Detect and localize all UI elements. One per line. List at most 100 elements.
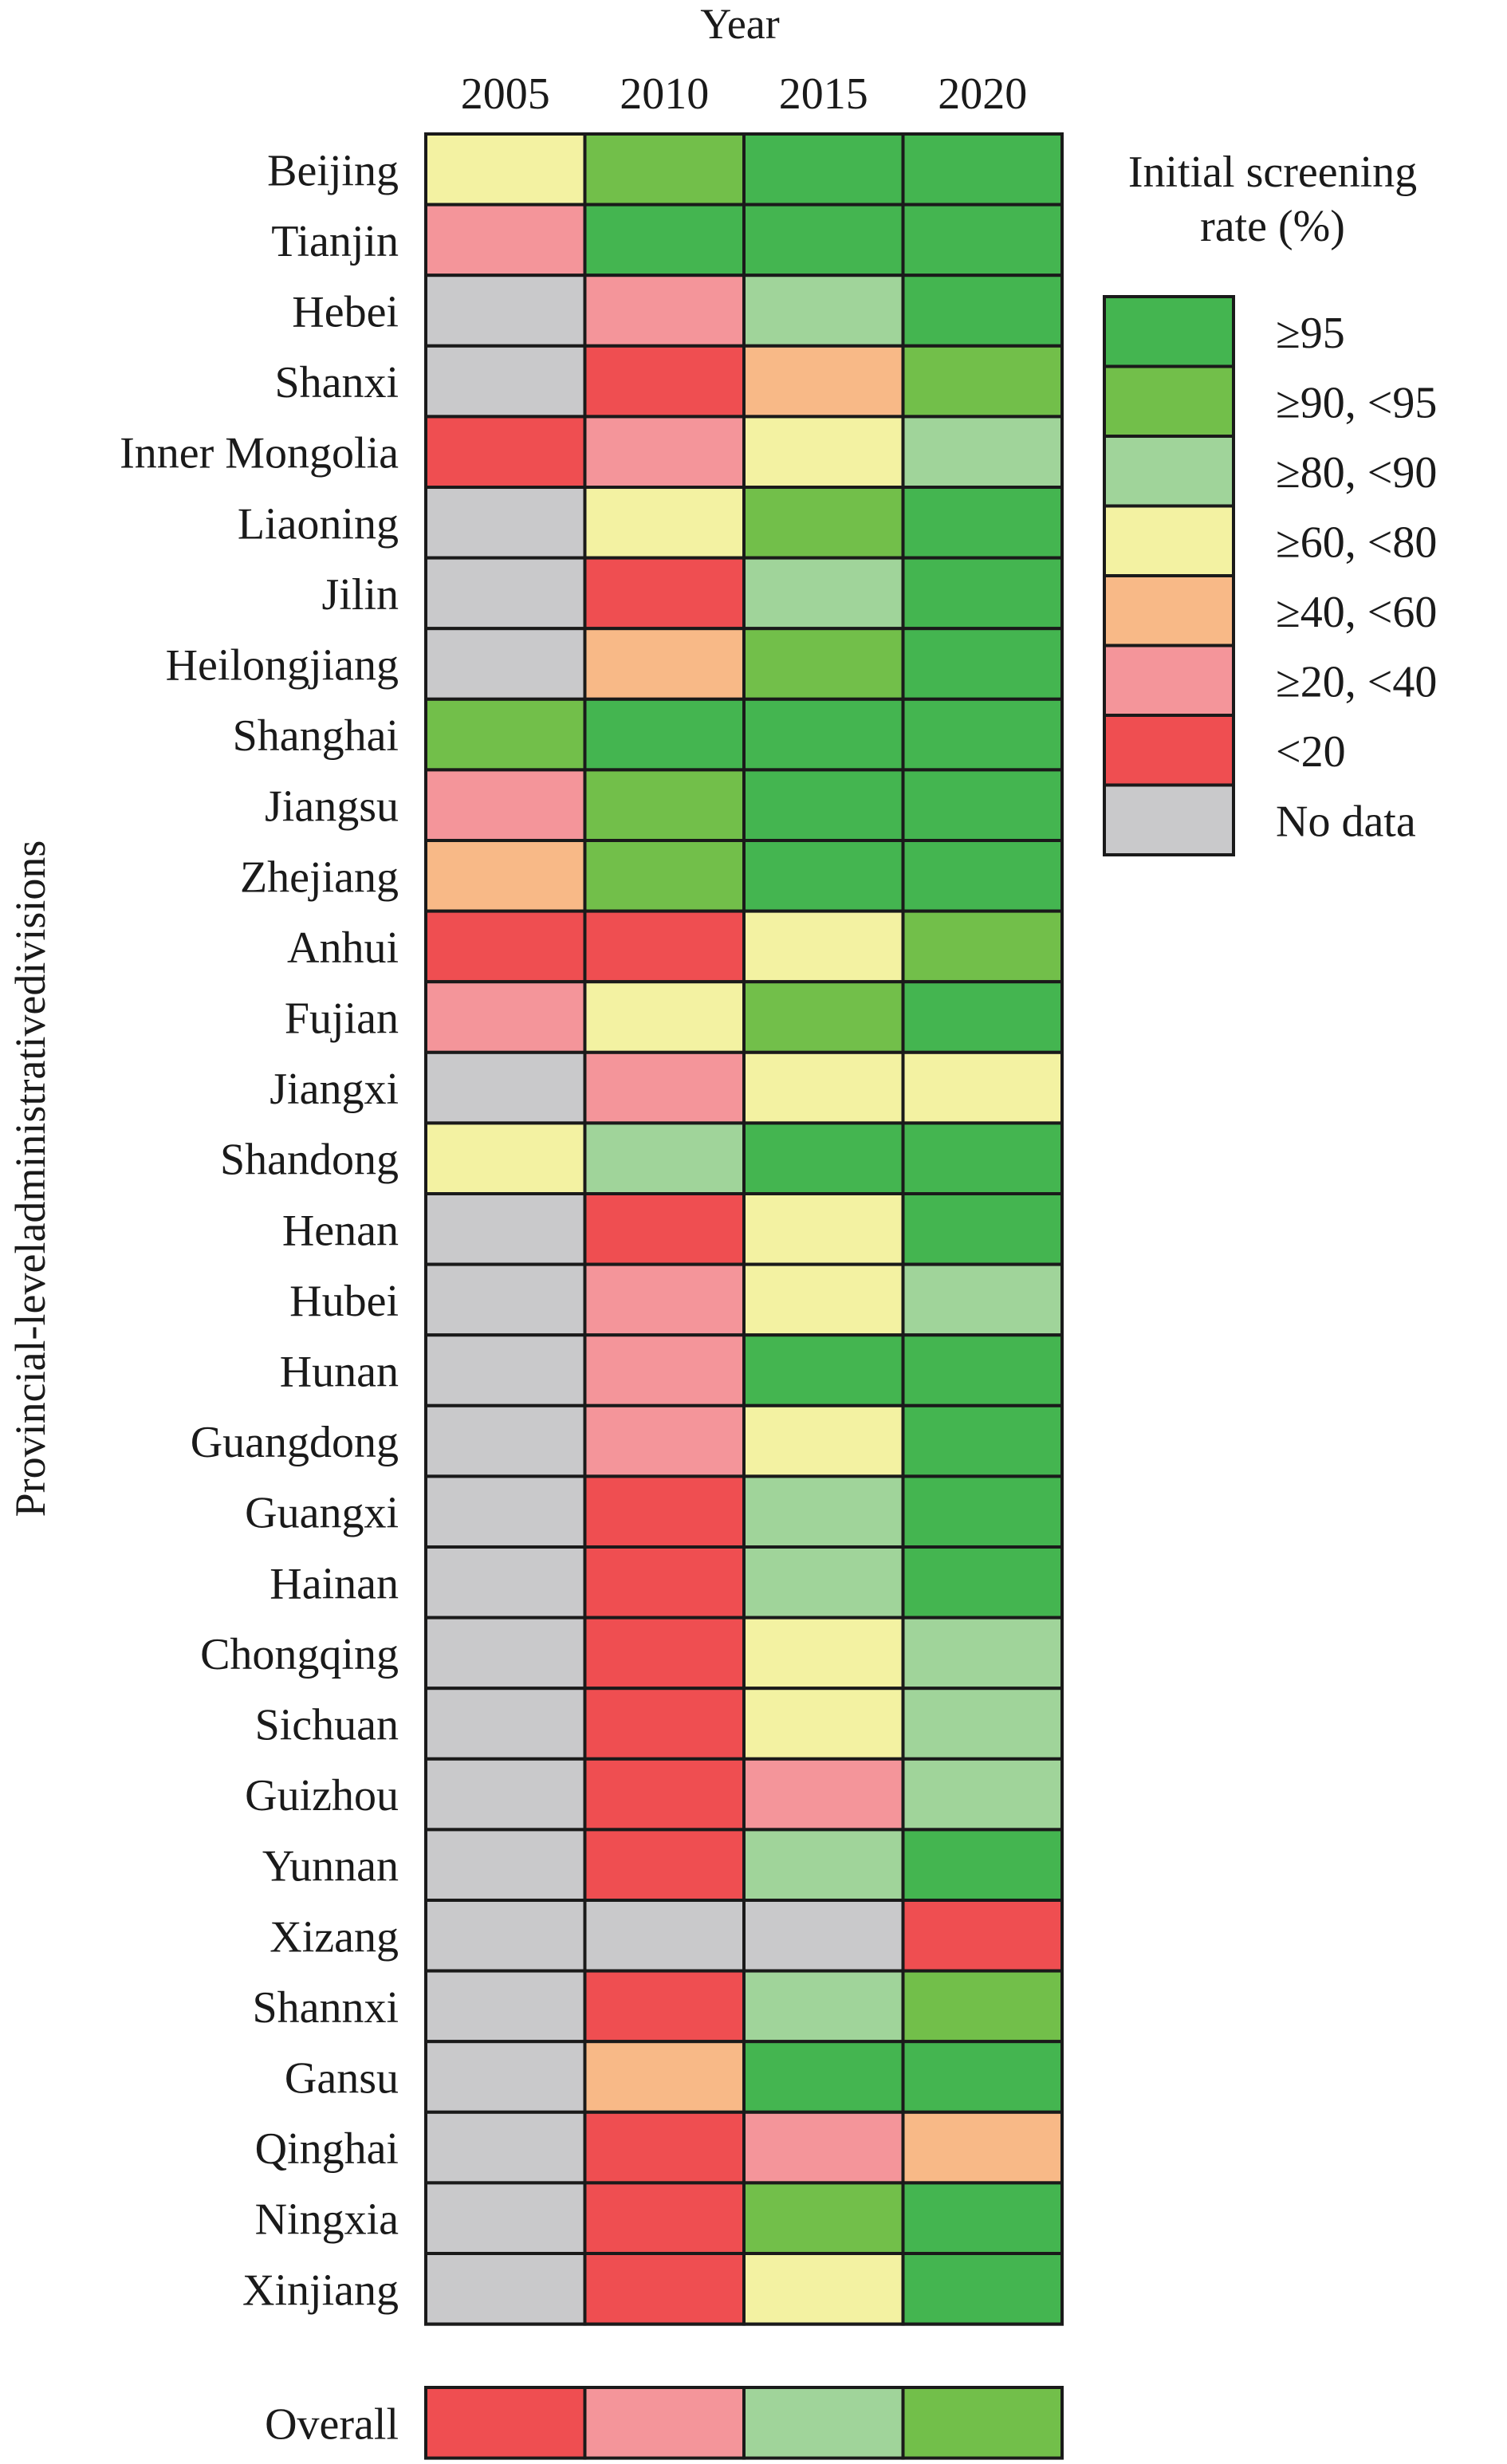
heatmap-cell xyxy=(742,1616,905,1691)
heatmap-cell xyxy=(583,1050,746,1125)
heatmap-cell xyxy=(901,132,1064,207)
legend-swatch xyxy=(1103,504,1235,577)
row-label: Ningxia xyxy=(255,2195,399,2245)
heatmap-cell xyxy=(901,980,1064,1054)
heatmap-cell xyxy=(901,1687,1064,1761)
heatmap-cell xyxy=(583,697,746,772)
column-labels: 2005 2010 2015 2020 xyxy=(461,69,1028,119)
heatmap-cell xyxy=(424,839,587,913)
column-label-2020: 2020 xyxy=(938,69,1027,119)
y-axis-title: Provincial-leveladministrativedivisions xyxy=(6,840,54,1517)
legend-label: ≥40, <60 xyxy=(1276,588,1437,637)
heatmap-cell xyxy=(901,1474,1064,1549)
heatmap-cell xyxy=(742,1545,905,1620)
heatmap-cell xyxy=(583,2181,746,2255)
heatmap-cell xyxy=(901,1403,1064,1478)
overall-cell xyxy=(901,2386,1064,2460)
heatmap-cell xyxy=(583,1403,746,1478)
heatmap-cell xyxy=(583,415,746,490)
row-label: Jiangxi xyxy=(270,1065,399,1114)
row-label: Guizhou xyxy=(245,1771,399,1820)
heatmap-cell xyxy=(901,2252,1064,2326)
heatmap-cell xyxy=(742,1121,905,1196)
heatmap-cell xyxy=(901,1828,1064,1902)
heatmap-cell xyxy=(742,2252,905,2326)
heatmap-cell xyxy=(583,2110,746,2185)
heatmap-cell xyxy=(424,909,587,984)
heatmap-cell xyxy=(901,486,1064,560)
heatmap-cell xyxy=(424,1545,587,1620)
heatmap-cell xyxy=(583,1969,746,2044)
heatmap-cell xyxy=(742,1333,905,1407)
heatmap-cell xyxy=(424,1403,587,1478)
heatmap-cell xyxy=(742,132,905,207)
heatmap-cell xyxy=(742,909,905,984)
column-label-2010: 2010 xyxy=(620,69,709,119)
heatmap-cell xyxy=(742,980,905,1054)
heatmap-cell xyxy=(742,697,905,772)
heatmap-cell xyxy=(742,1262,905,1337)
heatmap-cell xyxy=(901,697,1064,772)
legend-label: ≥95 xyxy=(1276,309,1345,358)
heatmap-cell xyxy=(742,1474,905,1549)
heatmap-cell xyxy=(424,203,587,277)
heatmap-cell xyxy=(742,2181,905,2255)
heatmap-cells xyxy=(424,132,1064,2326)
heatmap-cell xyxy=(742,556,905,631)
heatmap-cell xyxy=(742,627,905,701)
heatmap-cell xyxy=(424,132,587,207)
row-label: Xizang xyxy=(270,1912,399,1962)
heatmap-cell xyxy=(583,486,746,560)
row-label: Yunnan xyxy=(262,1842,399,1891)
heatmap-cell xyxy=(901,627,1064,701)
row-label: Hebei xyxy=(292,288,399,337)
legend-swatch xyxy=(1103,574,1235,647)
heatmap-cell xyxy=(424,1121,587,1196)
heatmap-cell xyxy=(583,1262,746,1337)
row-label: Inner Mongolia xyxy=(120,429,399,478)
heatmap-cell xyxy=(901,1969,1064,2044)
legend-swatch xyxy=(1103,295,1235,368)
heatmap-cell xyxy=(901,2110,1064,2185)
heatmap-cell xyxy=(424,1828,587,1902)
heatmap-cell xyxy=(901,2181,1064,2255)
row-label: Qinghai xyxy=(255,2124,399,2174)
heatmap-cell xyxy=(424,768,587,843)
heatmap-border xyxy=(424,132,1064,2326)
column-label-2005: 2005 xyxy=(461,69,550,119)
row-label: Hainan xyxy=(270,1559,399,1608)
heatmap-cell xyxy=(583,1121,746,1196)
heatmap-cell xyxy=(424,1262,587,1337)
heatmap-cell xyxy=(901,1121,1064,1196)
heatmap-cell xyxy=(583,1333,746,1407)
overall-cell xyxy=(583,2386,746,2460)
legend-swatch xyxy=(1103,435,1235,508)
row-label: Guangdong xyxy=(191,1418,399,1467)
heatmap-cell xyxy=(742,1899,905,1973)
overall-cell xyxy=(742,2386,905,2460)
row-label: Fujian xyxy=(285,994,399,1044)
heatmap-cell xyxy=(901,1545,1064,1620)
heatmap-cell xyxy=(424,274,587,348)
heatmap-cell xyxy=(583,2252,746,2326)
legend-swatch xyxy=(1103,783,1235,856)
heatmap-cell xyxy=(424,1616,587,1691)
legend-swatch xyxy=(1103,364,1235,438)
heatmap-cell xyxy=(901,1616,1064,1691)
heatmap-cell xyxy=(583,344,746,419)
heatmap-cell xyxy=(901,415,1064,490)
heatmap-cell xyxy=(583,1757,746,1832)
heatmap-cell xyxy=(424,486,587,560)
overall-row: Overall xyxy=(265,2386,1064,2460)
heatmap-cell xyxy=(424,1474,587,1549)
row-label: Xinjiang xyxy=(242,2265,399,2315)
heatmap-cell xyxy=(901,1262,1064,1337)
heatmap-cell xyxy=(742,768,905,843)
heatmap-cell xyxy=(742,1687,905,1761)
row-label: Jiangsu xyxy=(265,782,399,832)
heatmap-cell xyxy=(583,274,746,348)
heatmap-cell xyxy=(742,1050,905,1125)
overall-cell xyxy=(424,2386,587,2460)
legend-border xyxy=(1103,295,1235,856)
